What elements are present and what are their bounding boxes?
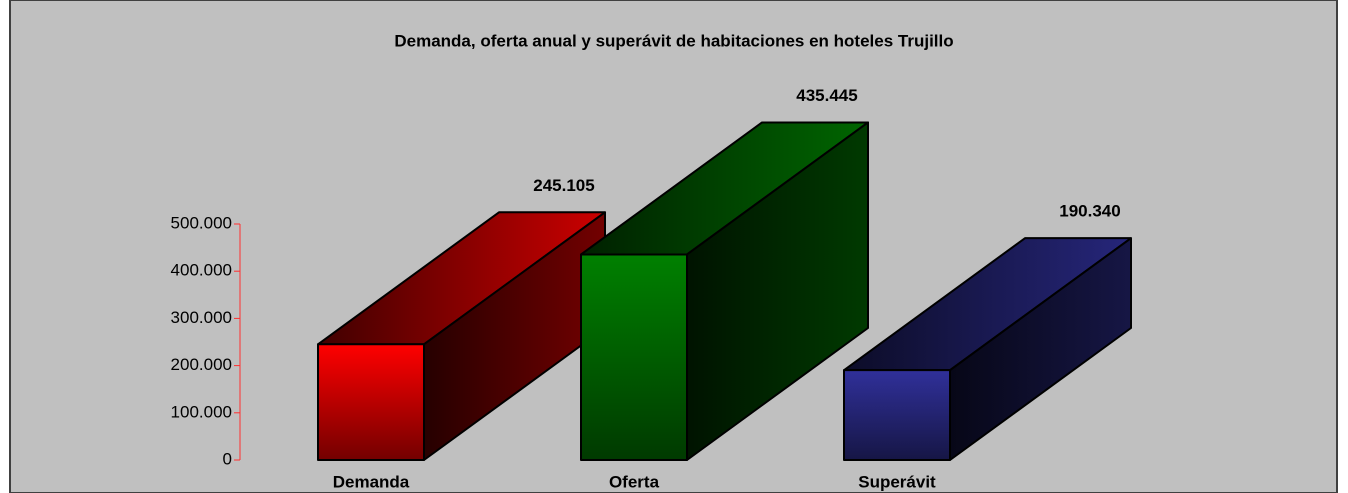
x-tick-label: Superávit [858, 472, 936, 491]
bar [580, 253, 688, 461]
value-label: 190.340 [1059, 202, 1120, 221]
y-tick-label: 100.000 [171, 402, 232, 421]
y-tick-label: 0 [223, 449, 232, 468]
x-tick-label: Oferta [609, 472, 660, 491]
x-tick-label: Demanda [333, 472, 410, 491]
value-label: 435.445 [796, 86, 857, 105]
value-label: 245.105 [533, 176, 594, 195]
bar [317, 343, 425, 461]
y-tick-label: 500.000 [171, 213, 232, 232]
chart-title: Demanda, oferta anual y superávit de hab… [394, 31, 953, 50]
bar [843, 369, 951, 461]
y-tick-label: 200.000 [171, 355, 232, 374]
y-tick-label: 300.000 [171, 308, 232, 327]
y-tick-label: 400.000 [171, 261, 232, 280]
